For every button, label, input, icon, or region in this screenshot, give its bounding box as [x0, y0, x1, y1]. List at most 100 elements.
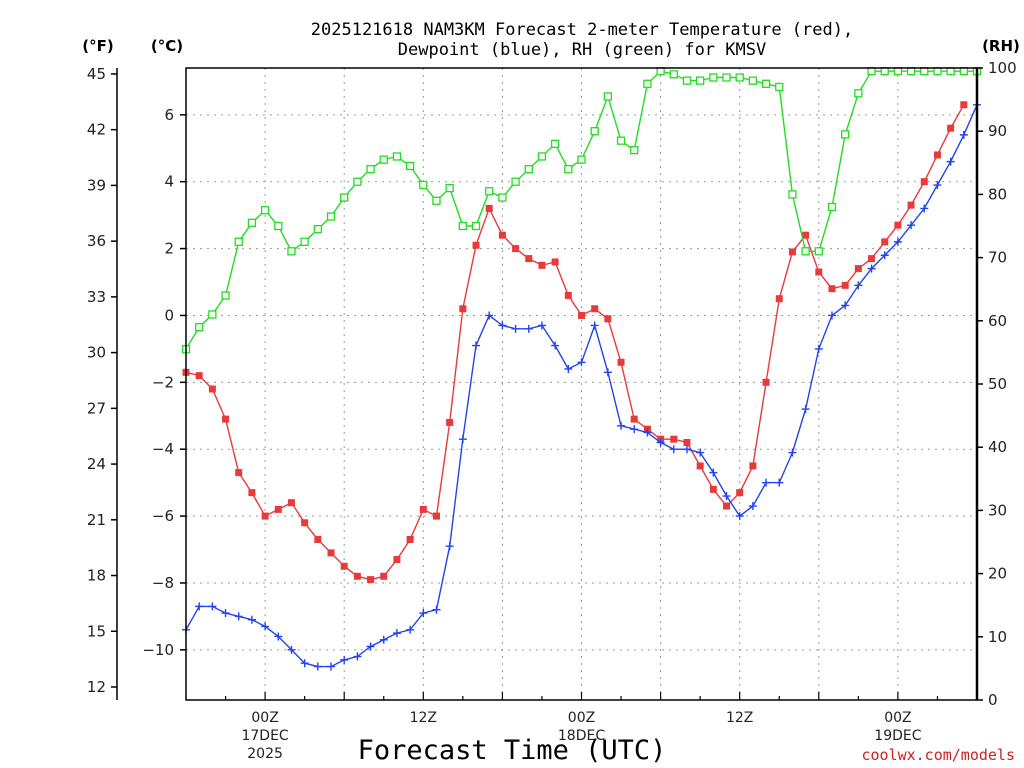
rh-point — [761, 79, 771, 88]
dewpoint-point — [287, 645, 296, 654]
dewpoint-point — [841, 301, 850, 310]
fahrenheit-tick-label: 33 — [87, 288, 106, 306]
dewpoint-point — [920, 204, 929, 213]
dewpoint-point — [907, 221, 916, 230]
2-meter-temperature-point — [894, 221, 902, 229]
2-meter-temperature-point — [749, 462, 757, 470]
rh-point — [445, 183, 454, 193]
dewpoint-point — [603, 368, 612, 377]
rh-point — [814, 247, 823, 256]
rh-point — [247, 218, 257, 227]
2-meter-temperature-point — [393, 556, 401, 564]
fahrenheit-tick-label: 24 — [87, 455, 106, 473]
rh-point — [195, 322, 204, 332]
x-tick-label: 19DEC — [874, 728, 921, 744]
celsius-tick-label: −8 — [152, 574, 174, 592]
celsius-tick-label: −10 — [142, 641, 174, 659]
2-meter-temperature-point — [630, 415, 638, 423]
rh-point — [590, 127, 599, 136]
rh-point — [498, 193, 507, 202]
celsius-tick-label: 2 — [164, 240, 174, 258]
rh-point — [511, 177, 520, 186]
rh-point — [643, 79, 652, 88]
rh-point — [616, 136, 626, 145]
2-meter-temperature-point — [591, 305, 599, 313]
2-meter-temperature-point — [854, 265, 862, 273]
dewpoint-point — [366, 642, 375, 651]
rh-point — [287, 247, 296, 256]
2-meter-temperature-point — [367, 576, 375, 584]
dewpoint-point — [353, 652, 362, 661]
x-axis-title: Forecast Time (UTC) — [358, 735, 667, 766]
rh-tick-label: 20 — [988, 565, 1007, 583]
x-tick-label: 00Z — [884, 710, 911, 726]
dewpoint-point — [722, 492, 731, 501]
rh-point — [537, 152, 547, 161]
celsius-tick-label: 0 — [164, 306, 174, 324]
credit-text: coolwx.com/models — [861, 746, 1015, 764]
rh-point — [366, 164, 375, 174]
rh-point — [801, 247, 810, 256]
2-meter-temperature-point — [406, 535, 414, 543]
dewpoint-point — [313, 662, 322, 671]
dewpoint-point — [472, 341, 481, 350]
2-meter-temperature-point — [564, 291, 572, 299]
2-meter-temperature-point — [472, 241, 480, 249]
rh-point — [392, 152, 402, 161]
dewpoint-point — [630, 425, 639, 434]
chart-title-line1: 2025121618 NAM3KM Forecast 2-meter Tempe… — [311, 20, 853, 40]
dewpoint-point — [933, 181, 942, 190]
2-meter-temperature-point — [907, 201, 915, 209]
2-meter-temperature-point — [736, 489, 744, 497]
rh-point — [696, 76, 705, 85]
rh-point — [603, 92, 613, 101]
dewpoint-point — [801, 405, 810, 414]
dewpoint-point — [735, 512, 744, 521]
rh-point — [682, 76, 692, 85]
dewpoint-point — [432, 605, 441, 614]
2-meter-temperature-point — [762, 378, 770, 386]
grid-lines — [186, 68, 977, 700]
fahrenheit-tick-label: 30 — [87, 344, 106, 362]
dewpoint-point — [959, 130, 968, 139]
2-meter-temperature-point — [841, 281, 849, 289]
rh-tick-label: 10 — [988, 628, 1007, 646]
rh-point — [432, 196, 441, 205]
fahrenheit-tick-label: 42 — [87, 121, 106, 139]
dewpoint-line — [185, 104, 978, 668]
axis-ticks: 6420−2−4−6−8−104542393633302724211815121… — [87, 59, 1017, 762]
2-meter-temperature-point — [723, 502, 731, 510]
dewpoint-point — [762, 478, 771, 487]
dewpoint-point — [511, 324, 520, 333]
chart-title-line2: Dewpoint (blue), RH (green) for KMSV — [398, 40, 766, 60]
2-meter-temperature-point — [380, 572, 388, 580]
rh-tick-label: 60 — [988, 312, 1007, 330]
x-tick-label: 00Z — [568, 710, 595, 726]
dewpoint-point — [617, 421, 626, 430]
unit-rh-label: (RH) — [982, 37, 1020, 55]
2-meter-temperature-point — [947, 124, 955, 132]
2-meter-temperature-point — [525, 255, 533, 263]
2-meter-temperature-point — [960, 101, 968, 109]
rh-point — [274, 221, 283, 231]
dewpoint-point — [893, 237, 902, 246]
2-meter-temperature-point — [248, 489, 256, 497]
rh-point — [748, 76, 758, 85]
rh-point — [208, 310, 217, 319]
rh-point — [485, 187, 494, 196]
dewpoint-point — [458, 435, 467, 444]
dewpoint-point — [682, 445, 691, 454]
fahrenheit-tick-label: 18 — [87, 567, 106, 585]
rh-tick-label: 80 — [988, 185, 1007, 203]
rh-point — [827, 202, 837, 212]
rh-point — [379, 155, 388, 164]
rh-tick-label: 30 — [988, 501, 1007, 519]
dewpoint-point — [564, 364, 573, 373]
unit-fahrenheit-label: (°F) — [82, 37, 113, 55]
2-meter-temperature-point — [287, 499, 295, 507]
fahrenheit-tick-label: 36 — [87, 232, 106, 250]
2-meter-temperature-point — [788, 248, 796, 256]
dewpoint-point — [709, 468, 718, 477]
dewpoint-point — [327, 662, 336, 671]
